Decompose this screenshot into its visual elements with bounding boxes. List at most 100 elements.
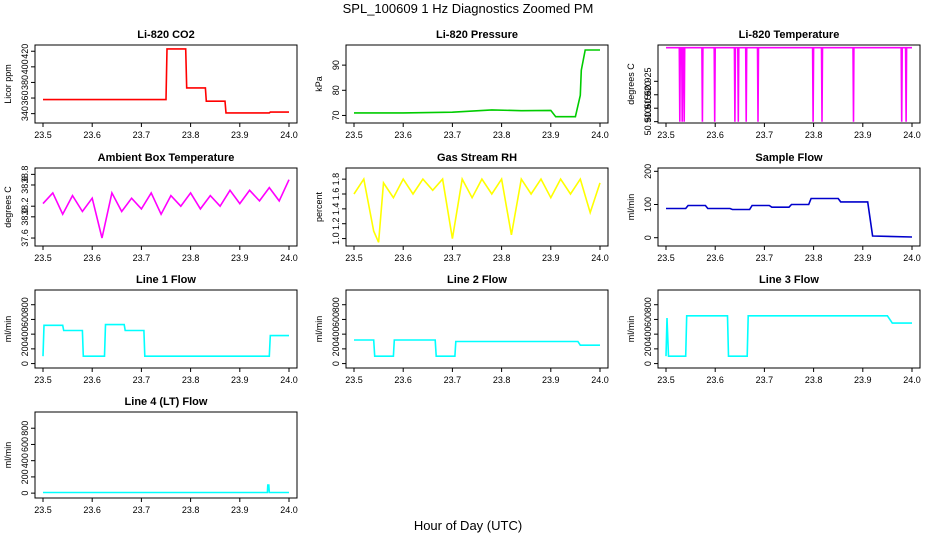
- panel-title: Line 4 (LT) Flow: [125, 396, 208, 408]
- panel-title: Line 1 Flow: [136, 274, 196, 286]
- x-tick-label: 23.6: [394, 375, 412, 385]
- plot-frame: [34, 44, 298, 124]
- y-axis-label: Licor ppm: [3, 64, 13, 104]
- plot-frame: [345, 44, 609, 124]
- x-tick-label: 23.6: [706, 375, 724, 385]
- y-tick-label: 400: [20, 59, 30, 74]
- x-tick-label: 23.6: [83, 505, 101, 515]
- plot-frame: [657, 44, 921, 124]
- y-tick-label: 50.910: [643, 108, 653, 136]
- y-tick-label: 800: [643, 297, 653, 312]
- y-axis-label: kPa: [314, 76, 324, 92]
- panel-title: Ambient Box Temperature: [98, 152, 235, 164]
- x-axis-caption: Hour of Day (UTC): [413, 518, 523, 533]
- y-tick-label: 0: [643, 235, 653, 240]
- y-tick-label: 800: [20, 297, 30, 312]
- x-tick-label: 23.7: [133, 253, 151, 263]
- y-tick-label: 1.2: [331, 217, 341, 230]
- y-tick-label: 0: [643, 361, 653, 366]
- x-tick-label: 23.6: [83, 375, 101, 385]
- y-tick-label: 200: [20, 341, 30, 356]
- x-tick-label: 23.8: [805, 375, 823, 385]
- y-tick-label: 0: [20, 491, 30, 496]
- x-tick-label: 23.9: [542, 130, 560, 140]
- panel-2: Li-820 Pressure 70 80 90 kPa 23.5 23.6 23.7 23.8…: [314, 29, 609, 140]
- series-line: [665, 314, 912, 358]
- x-tick-label: 23.5: [345, 253, 363, 263]
- x-tick-label: 23.5: [34, 130, 52, 140]
- y-axis-label: percent: [314, 191, 324, 222]
- panel-5: Gas Stream RH 1.0 1.21.4 1.6 1.8 percent 23.5 2…: [314, 152, 609, 263]
- plot-frame: [34, 289, 298, 369]
- x-tick-label: 23.9: [854, 375, 872, 385]
- y-tick-label: 38.0: [20, 208, 30, 226]
- x-tick-label: 23.7: [444, 253, 462, 263]
- x-tick-label: 23.8: [182, 130, 200, 140]
- y-tick-label: 200: [20, 469, 30, 484]
- plot-frame: [345, 289, 609, 369]
- series-line: [43, 484, 289, 494]
- y-tick-label: 200: [643, 164, 653, 179]
- y-axis-label: ml/min: [314, 316, 324, 343]
- x-tick-label: 23.7: [756, 253, 774, 263]
- y-tick-label: 400: [331, 327, 341, 342]
- series-line: [354, 339, 600, 358]
- panel-title: Line 3 Flow: [759, 274, 819, 286]
- panel-title: Li-820 CO2: [137, 29, 194, 41]
- y-tick-label: 90: [331, 60, 341, 70]
- y-axis-label: ml/min: [3, 442, 13, 469]
- x-tick-label: 23.9: [542, 253, 560, 263]
- series-line: [354, 49, 600, 118]
- series-line: [43, 48, 289, 114]
- x-tick-label: 23.7: [133, 130, 151, 140]
- x-tick-label: 23.6: [394, 253, 412, 263]
- y-tick-label: 70: [331, 110, 341, 120]
- x-tick-label: 23.8: [805, 130, 823, 140]
- series-line: [42, 323, 289, 358]
- y-tick-label: 38.6: [20, 176, 30, 194]
- panel-title: Line 2 Flow: [447, 274, 507, 286]
- x-tick-label: 23.5: [657, 130, 675, 140]
- panel-title: Li-820 Pressure: [436, 29, 518, 41]
- y-tick-label: 50.915: [643, 94, 653, 122]
- x-tick-label: 23.7: [444, 130, 462, 140]
- x-tick-label: 23.9: [231, 375, 249, 385]
- x-tick-label: 24.0: [280, 375, 298, 385]
- x-tick-label: 23.7: [756, 130, 774, 140]
- x-tick-label: 23.9: [231, 505, 249, 515]
- y-axis-label: degrees C: [3, 186, 13, 228]
- y-tick-label: 1.8: [331, 173, 341, 186]
- x-tick-label: 23.5: [345, 130, 363, 140]
- y-tick-label: 38.2: [20, 197, 30, 215]
- series-line: [353, 176, 601, 243]
- x-tick-label: 24.0: [280, 505, 298, 515]
- y-tick-label: 200: [643, 341, 653, 356]
- x-tick-label: 23.5: [657, 375, 675, 385]
- y-tick-label: 600: [20, 312, 30, 327]
- y-tick-label: 100: [643, 197, 653, 212]
- y-tick-label: 0: [331, 361, 341, 366]
- x-tick-label: 23.8: [805, 253, 823, 263]
- y-tick-label: 800: [20, 421, 30, 436]
- y-tick-label: 1.0: [331, 232, 341, 245]
- y-tick-label: 340: [20, 106, 30, 121]
- series-line: [666, 46, 912, 122]
- y-tick-label: 600: [643, 312, 653, 327]
- panel-title: Gas Stream RH: [437, 152, 517, 164]
- plot-frame: [34, 167, 298, 247]
- x-tick-label: 23.8: [493, 375, 511, 385]
- y-tick-label: 400: [20, 453, 30, 468]
- x-tick-label: 24.0: [903, 375, 921, 385]
- x-tick-label: 23.5: [345, 375, 363, 385]
- x-tick-label: 23.7: [756, 375, 774, 385]
- plot-frame: [345, 167, 609, 247]
- series-line: [42, 179, 290, 239]
- x-tick-label: 23.6: [83, 130, 101, 140]
- x-tick-label: 23.7: [133, 375, 151, 385]
- y-tick-label: 400: [643, 327, 653, 342]
- x-tick-label: 24.0: [903, 130, 921, 140]
